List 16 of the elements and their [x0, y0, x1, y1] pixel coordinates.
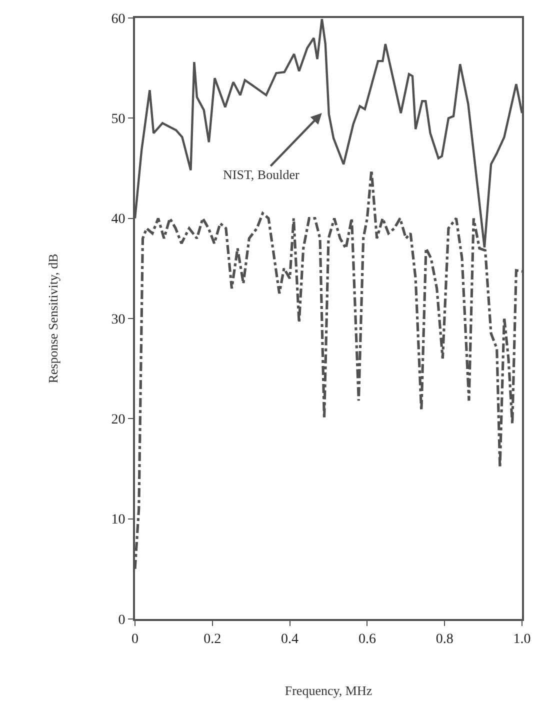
- y-tick-label: 20: [111, 412, 126, 428]
- y-axis-title: Response Sensitivity, dB: [46, 253, 61, 384]
- text: NIST, Boulder: [223, 167, 300, 182]
- x-tick-label: 0.2: [204, 632, 222, 647]
- y-tick-label: 30: [111, 312, 126, 328]
- y-tick-label: 60: [111, 12, 126, 27]
- x-tick-label: 0.4: [281, 632, 299, 647]
- x-tick-label: 0.6: [358, 632, 376, 647]
- y-tick-label: 0: [118, 612, 126, 628]
- y-tick-label: 40: [111, 212, 126, 228]
- x-axis-title: Frequency, MHz: [284, 682, 372, 698]
- y-tick-label: 10: [111, 512, 126, 528]
- x-tick-label: 1.0: [513, 632, 531, 647]
- x-tick-label: 0.8: [436, 632, 454, 647]
- y-tick-label: 50: [111, 112, 126, 128]
- x-tick-label: 0: [132, 632, 138, 647]
